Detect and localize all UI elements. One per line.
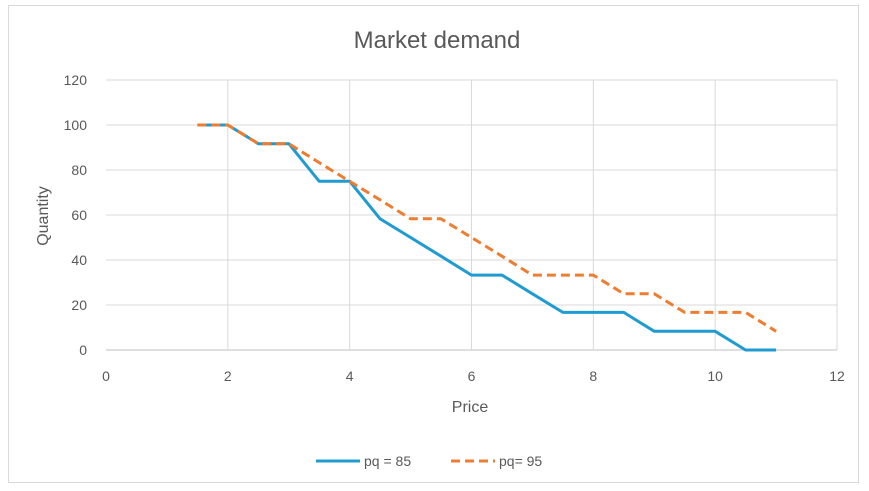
series-line-1 — [197, 123, 777, 352]
y-tick-label: 120 — [64, 72, 88, 88]
chart-title: Market demand — [354, 27, 521, 54]
legend-label-2: pq= 95 — [499, 453, 542, 469]
legend-label-1: pq = 85 — [364, 453, 411, 469]
x-tick-label: 10 — [707, 368, 723, 384]
chart-frame — [8, 5, 859, 483]
y-tick-label: 100 — [64, 117, 88, 133]
x-tick-label: 12 — [829, 368, 845, 384]
x-tick-label: 8 — [589, 368, 597, 384]
y-tick-label: 60 — [71, 207, 87, 223]
series-lines — [197, 123, 777, 352]
y-tick-label: 0 — [79, 342, 87, 358]
legend: pq = 85 pq= 95 — [316, 453, 542, 469]
x-axis-title: Price — [452, 399, 489, 416]
x-tick-label: 4 — [346, 368, 354, 384]
gridlines — [106, 79, 838, 351]
x-tick-label: 6 — [468, 368, 476, 384]
x-tick-label: 2 — [224, 368, 232, 384]
x-tick-label: 0 — [102, 368, 110, 384]
y-axis-title: Quantity — [35, 186, 52, 246]
x-tick-labels: 0 2 4 6 8 10 12 — [102, 368, 845, 384]
y-tick-label: 40 — [71, 252, 87, 268]
series-line-2 — [197, 123, 777, 333]
y-tick-label: 80 — [71, 162, 87, 178]
y-tick-labels: 0 20 40 60 80 100 120 — [64, 72, 88, 358]
y-tick-label: 20 — [71, 297, 87, 313]
